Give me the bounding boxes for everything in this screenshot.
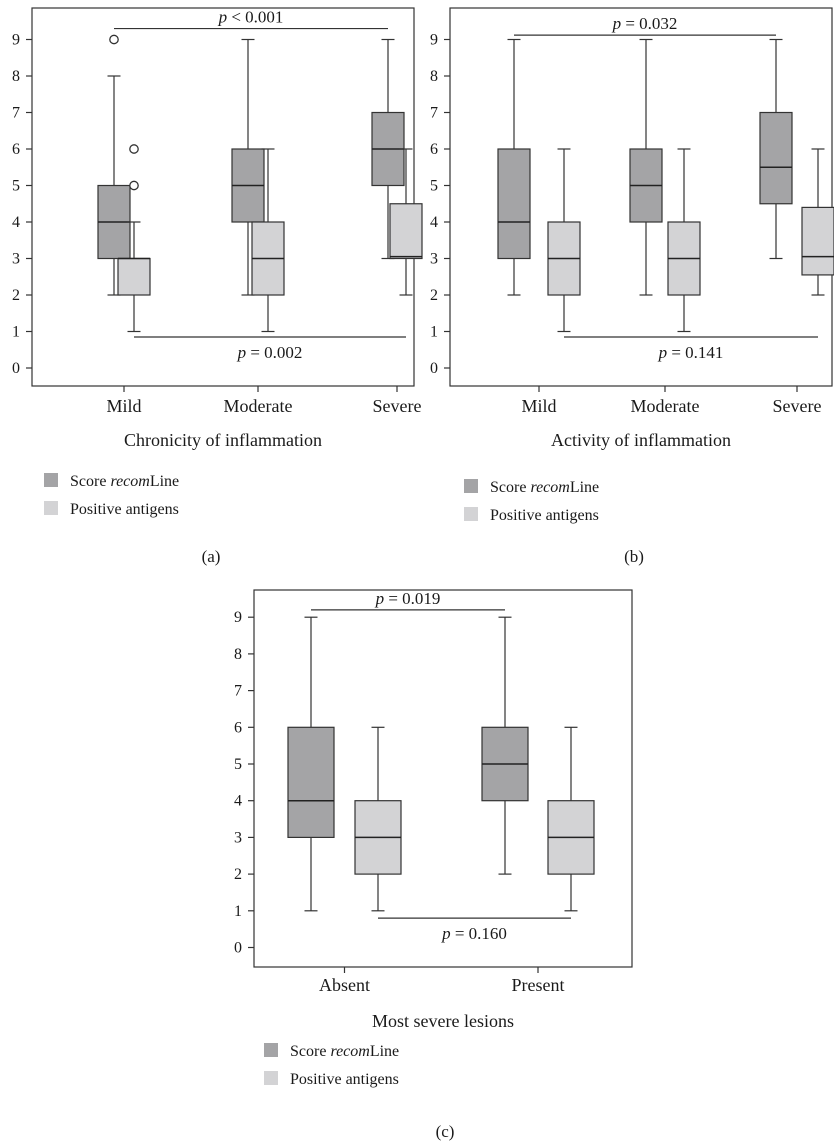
legend-label: Score recomLine <box>290 1043 399 1060</box>
y-tick-label: 2 <box>430 287 438 304</box>
y-tick-label: 4 <box>234 793 242 810</box>
x-tick-label: Moderate <box>224 396 293 416</box>
y-tick-label: 3 <box>234 829 242 846</box>
y-tick-label: 1 <box>12 324 20 341</box>
y-tick-label: 7 <box>430 105 438 122</box>
plot-frame <box>253 589 633 968</box>
box-1-0 <box>354 726 402 912</box>
outlier-point <box>129 180 139 191</box>
box-1-2 <box>801 148 834 296</box>
box-iqr <box>287 726 335 839</box>
box-iqr <box>497 148 531 260</box>
legend-swatch <box>44 473 58 487</box>
y-tick-label: 5 <box>12 178 20 195</box>
box-0-0 <box>287 616 335 912</box>
box-0-0 <box>497 38 531 296</box>
box-0-0 <box>97 34 131 296</box>
p-value-label: p = 0.141 <box>658 343 724 362</box>
y-tick-label: 4 <box>12 214 20 231</box>
box-0-1 <box>481 616 529 875</box>
p-value-label: p = 0.002 <box>237 343 303 362</box>
x-tick-label: Severe <box>373 396 422 416</box>
x-tick-label: Present <box>512 975 565 995</box>
p-value-label: p = 0.160 <box>441 924 507 943</box>
box-0-1 <box>629 38 663 296</box>
chart-panel-b: 0 1 2 3 4 5 6 7 8 9 Mild Moderate Severe Activity of … <box>430 7 834 566</box>
y-tick-label: 0 <box>234 940 242 957</box>
box-1-1 <box>547 726 595 912</box>
box-iqr <box>117 257 151 296</box>
chart-panel-c: 0 1 2 3 4 5 6 7 8 9 Absent Present Most severe lesio… <box>234 589 633 1141</box>
box-0-2 <box>371 38 405 260</box>
panel-caption: (b) <box>624 547 644 566</box>
box-0-1 <box>231 38 265 296</box>
y-tick-label: 2 <box>12 287 20 304</box>
legend-label: Score recomLine <box>70 473 179 490</box>
plot-frame <box>31 7 415 387</box>
plot-frame <box>449 7 833 387</box>
y-tick-label: 2 <box>234 866 242 883</box>
legend-swatch <box>264 1071 278 1085</box>
legend-label: Positive antigens <box>70 501 179 518</box>
y-tick-label: 9 <box>12 32 20 49</box>
y-tick-label: 5 <box>430 178 438 195</box>
y-tick-label: 3 <box>12 251 20 268</box>
legend-label: Positive antigens <box>490 507 599 524</box>
y-tick-label: 8 <box>12 68 20 85</box>
outlier-point <box>109 34 119 45</box>
box-iqr <box>801 206 834 276</box>
x-axis-label: Chronicity of inflammation <box>124 430 322 450</box>
y-tick-label: 3 <box>430 251 438 268</box>
box-iqr <box>389 203 423 260</box>
p-value-label: p = 0.019 <box>375 589 441 608</box>
p-value-label: p < 0.001 <box>218 8 284 27</box>
chart-panel-a: 0 1 2 3 4 5 6 7 8 9 Mild Moderate Severe Chronicity o… <box>12 7 423 566</box>
outlier-point <box>129 144 139 154</box>
box-1-1 <box>667 148 701 333</box>
y-tick-label: 8 <box>234 646 242 663</box>
box-1-0 <box>117 144 151 333</box>
p-value-label: p = 0.032 <box>612 14 678 33</box>
legend-swatch <box>464 479 478 493</box>
x-tick-label: Severe <box>773 396 822 416</box>
y-tick-label: 0 <box>12 360 20 377</box>
y-tick-label: 4 <box>430 214 438 231</box>
box-1-1 <box>251 148 285 333</box>
y-tick-label: 6 <box>12 141 20 158</box>
box-1-2 <box>389 148 423 296</box>
x-axis-label: Activity of inflammation <box>551 430 731 450</box>
x-axis-label: Most severe lesions <box>372 1011 514 1031</box>
y-tick-label: 1 <box>234 903 242 920</box>
y-tick-label: 9 <box>234 609 242 626</box>
y-tick-label: 6 <box>430 141 438 158</box>
legend-label: Positive antigens <box>290 1071 399 1088</box>
x-tick-label: Mild <box>521 396 556 416</box>
y-tick-label: 5 <box>234 756 242 773</box>
box-1-0 <box>547 148 581 333</box>
legend-swatch <box>264 1043 278 1057</box>
y-tick-label: 1 <box>430 324 438 341</box>
box-iqr <box>759 111 793 205</box>
legend-swatch <box>44 501 58 515</box>
y-tick-label: 9 <box>430 32 438 49</box>
panel-caption: (c) <box>436 1122 455 1141</box>
x-tick-label: Mild <box>106 396 141 416</box>
panel-caption: (a) <box>202 547 221 566</box>
x-tick-label: Absent <box>319 975 370 995</box>
box-0-2 <box>759 38 793 260</box>
y-tick-label: 0 <box>430 360 438 377</box>
legend-swatch <box>464 507 478 521</box>
y-tick-label: 7 <box>234 683 242 700</box>
y-tick-label: 7 <box>12 105 20 122</box>
y-tick-label: 6 <box>234 719 242 736</box>
y-tick-label: 8 <box>430 68 438 85</box>
x-tick-label: Moderate <box>631 396 700 416</box>
legend-label: Score recomLine <box>490 479 599 496</box>
